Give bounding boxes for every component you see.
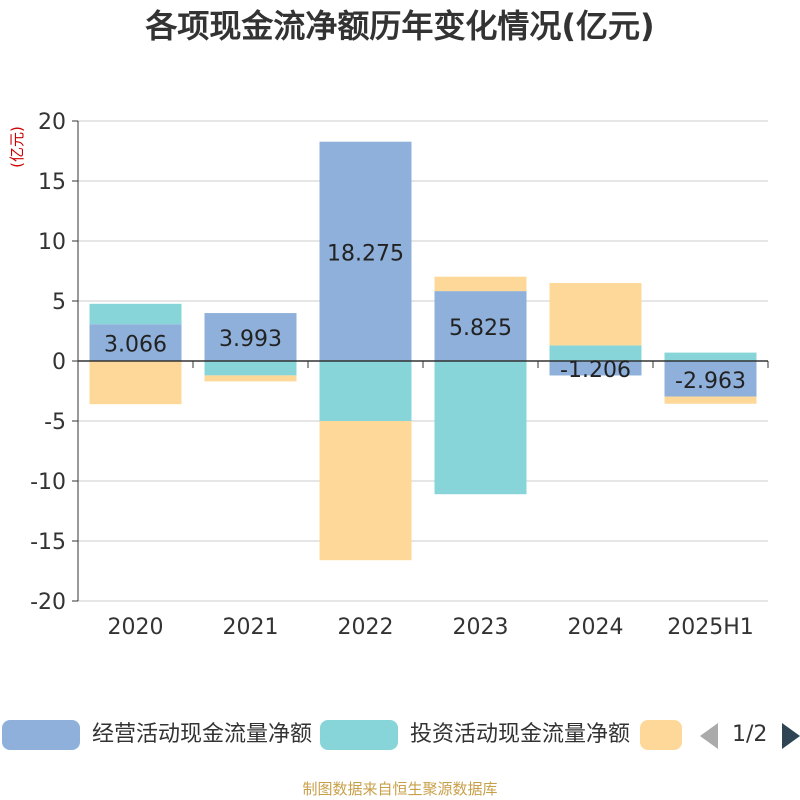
chart-title: 各项现金流净额历年变化情况(亿元) <box>145 7 655 45</box>
bar-series-0 <box>319 141 412 361</box>
bar-series-0 <box>434 291 527 361</box>
bar-series-0 <box>89 324 182 361</box>
bar-series-2 <box>89 361 182 405</box>
data-label: 18.275 <box>327 241 404 266</box>
y-tick-label: -20 <box>30 590 66 615</box>
y-tick-label: 10 <box>38 230 66 255</box>
legend-swatch-operating <box>2 720 80 750</box>
y-tick-label: 0 <box>52 350 66 375</box>
legend-label-investing: 投资活动现金流量净额 <box>410 722 631 747</box>
x-tick-label: 2022 <box>338 615 394 640</box>
bar-series-1 <box>434 361 527 495</box>
legend-pager: 1/2 <box>700 720 800 750</box>
legend-next-arrow-icon[interactable] <box>782 723 800 749</box>
chart-svg: 20 15 10 5 0 -5 -10 -15 -20 (亿元) 2020 2021 2022 2023 2… <box>8 110 769 640</box>
data-source-footer: 制图数据来自恒生聚源数据库 <box>302 780 498 798</box>
x-tick-label: 2024 <box>568 615 624 640</box>
data-label: -1.206 <box>560 358 631 383</box>
legend: 经营活动现金流量净额 投资活动现金流量净额 1/2 <box>0 716 800 756</box>
y-axis-unit-label: (亿元) <box>8 126 26 168</box>
bar-series-0 <box>664 361 757 397</box>
x-tick-label: 2023 <box>453 615 509 640</box>
bar-series-1 <box>89 303 182 325</box>
y-tick-label: -15 <box>30 530 66 555</box>
y-tick-label: -10 <box>30 470 66 495</box>
legend-prev-arrow-icon[interactable] <box>700 723 718 749</box>
y-tick-label: -5 <box>44 410 66 435</box>
bar-series-1 <box>319 361 412 421</box>
bar-series-1 <box>549 345 642 361</box>
bar-series-2 <box>204 375 297 382</box>
data-label: 3.066 <box>104 333 167 358</box>
x-tick-label: 2021 <box>223 615 279 640</box>
bar-series-2 <box>319 421 412 561</box>
x-tick-label: 2020 <box>108 615 164 640</box>
bar-series-0 <box>549 361 642 376</box>
legend-swatch-financing <box>640 720 682 750</box>
data-label: 3.993 <box>219 327 282 352</box>
y-tick-label: 15 <box>38 170 66 195</box>
bar-series-2 <box>434 276 527 292</box>
legend-swatch-investing <box>320 720 398 750</box>
legend-page-indicator: 1/2 <box>732 722 768 747</box>
data-label: 5.825 <box>449 316 512 341</box>
legend-label-operating: 经营活动现金流量净额 <box>92 722 313 747</box>
bar-series-0 <box>204 313 297 361</box>
bar-series-1 <box>664 352 757 361</box>
bar-series-1 <box>204 361 297 376</box>
y-tick-label: 20 <box>38 110 66 135</box>
y-tick-label: 5 <box>52 290 66 315</box>
data-label: -2.963 <box>675 369 746 394</box>
bar-series-2 <box>664 396 757 404</box>
bar-series-2 <box>549 283 642 346</box>
x-tick-label: 2025H1 <box>667 615 754 640</box>
